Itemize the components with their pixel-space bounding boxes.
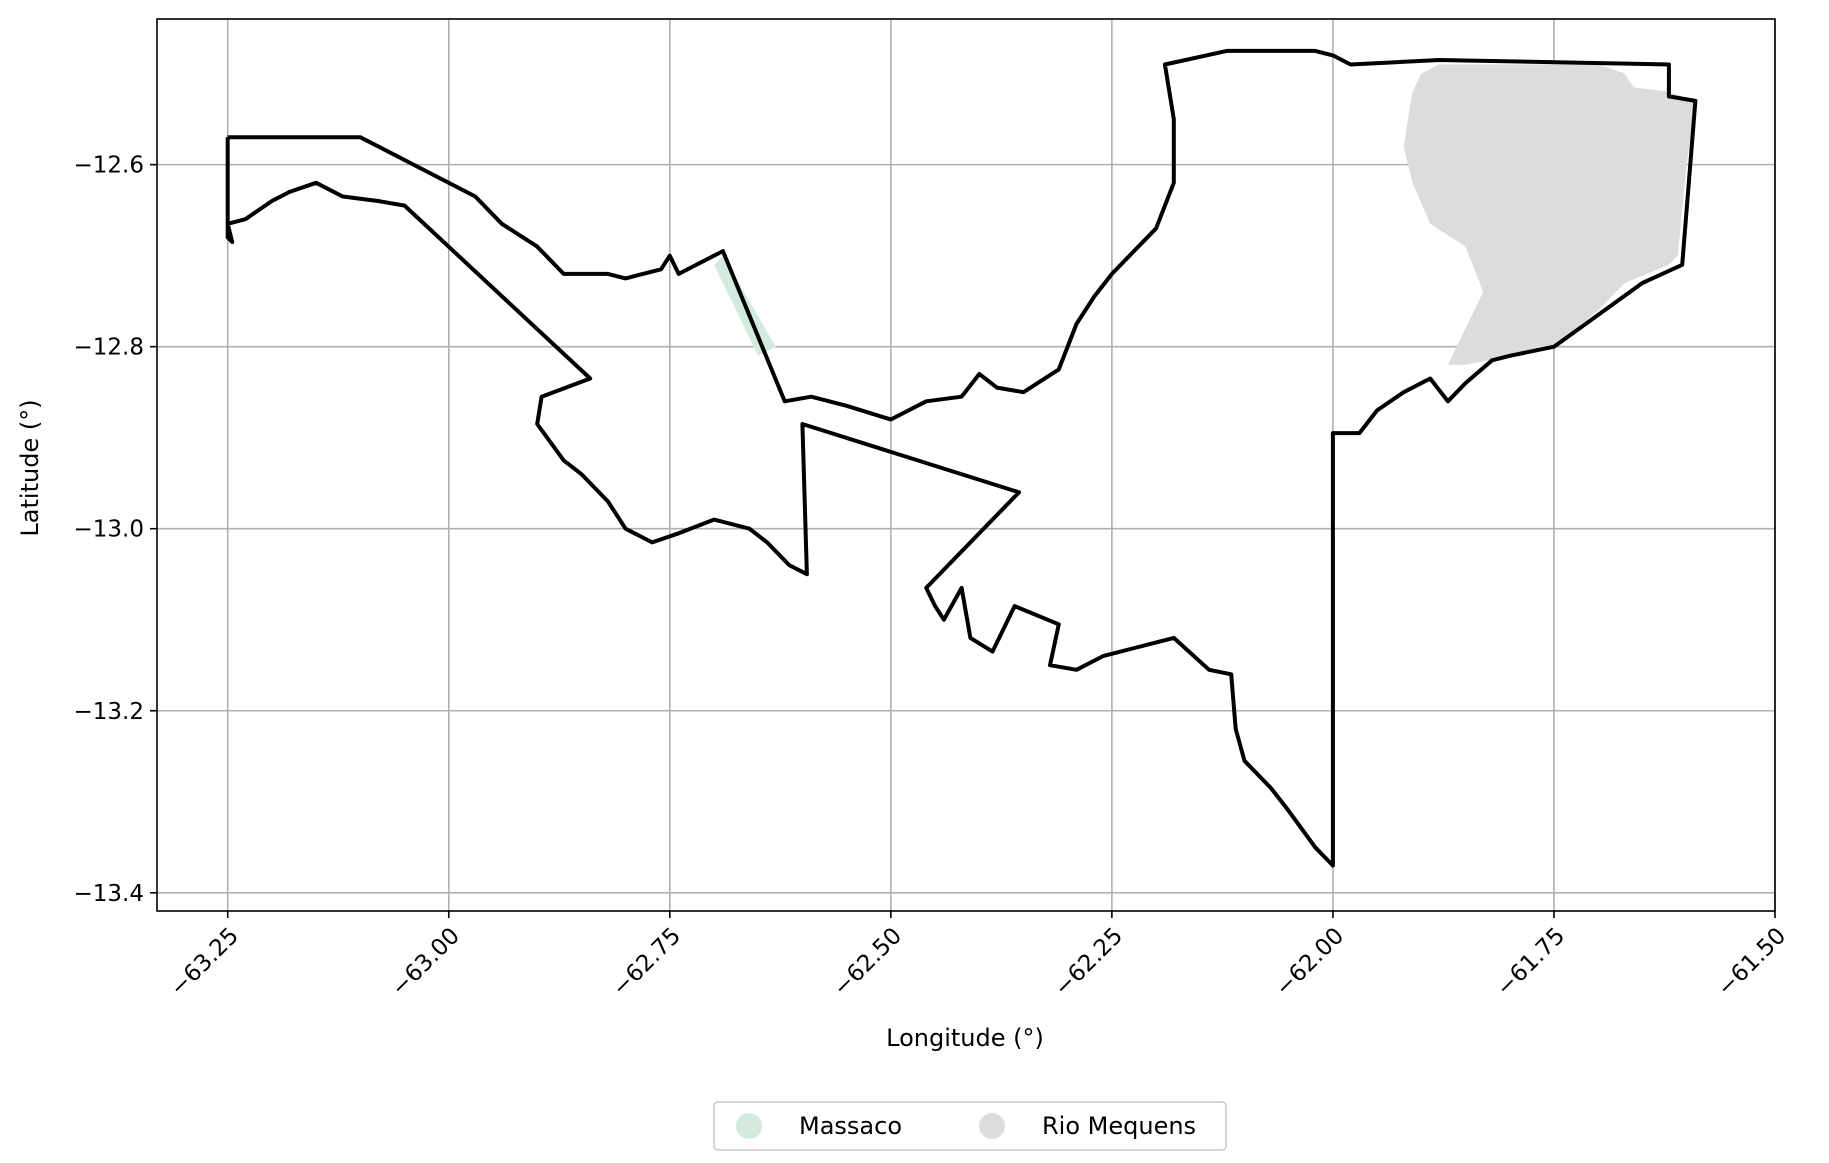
y-tick-label: −13.2	[74, 699, 144, 725]
region-fills	[714, 64, 1696, 365]
x-tick-label: −62.00	[1271, 923, 1350, 1002]
y-tick-label: −13.0	[74, 517, 144, 543]
x-axis-ticks: −63.25 −63.00 −62.75 −62.50 −62.25 −62.00 −61.…	[165, 911, 1791, 1001]
legend-box	[713, 1101, 1227, 1151]
boundary-outline	[225, 48, 1698, 868]
x-tick-label: −61.50	[1713, 923, 1792, 1002]
y-tick-label: −12.8	[74, 335, 144, 361]
legend: Massaco Rio Mequens	[713, 1101, 1227, 1151]
y-tick-label: −13.4	[74, 881, 144, 907]
x-tick-label: −62.50	[829, 923, 908, 1002]
x-tick-label: −63.25	[165, 923, 244, 1002]
legend-label: Massaco	[799, 1112, 902, 1140]
x-axis-label: Longitude (°)	[886, 1024, 1044, 1052]
x-tick-label: −62.75	[607, 923, 686, 1002]
x-tick-label: −61.75	[1492, 923, 1571, 1002]
region-rio-mequens	[1403, 64, 1696, 365]
legend-swatch	[736, 1113, 762, 1139]
y-axis-label: Latitude (°)	[16, 399, 44, 536]
plot-frame	[156, 18, 1776, 912]
y-axis-ticks: −12.6 −12.8 −13.0 −13.2 −13.4	[74, 153, 157, 907]
legend-swatch	[979, 1113, 1005, 1139]
territory-boundary	[225, 48, 1698, 868]
legend-label: Rio Mequens	[1042, 1112, 1196, 1140]
x-tick-label: −62.25	[1050, 923, 1129, 1002]
x-tick-label: −63.00	[386, 923, 465, 1002]
y-tick-label: −12.6	[74, 153, 144, 179]
